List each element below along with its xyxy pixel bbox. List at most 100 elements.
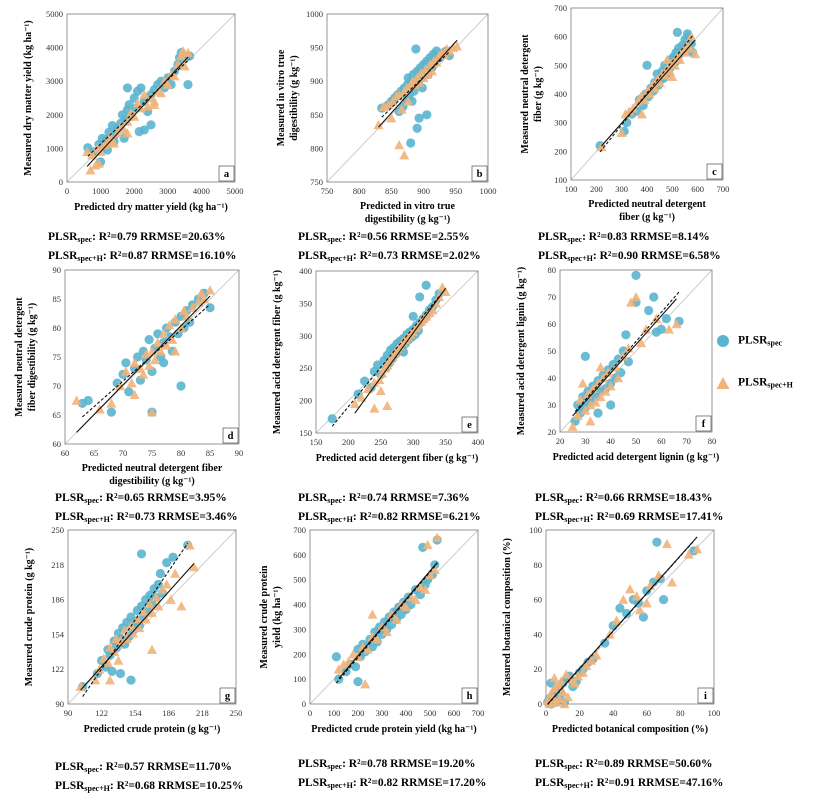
data-point-spec — [652, 537, 662, 547]
data-point-spec-h — [394, 89, 405, 99]
x-tick-label: 75 — [148, 448, 157, 458]
data-point-spec-h — [382, 400, 393, 411]
data-point-spec-h — [631, 292, 641, 302]
stats-block-b: PLSRspec: R²=0.56 RRMSE=2.55% PLSRspec+H… — [298, 229, 481, 267]
y-axis-title: Measured acid detergent lignin (g kg⁻¹) — [516, 267, 527, 435]
data-point-spec-h — [360, 679, 371, 689]
x-axis-title-line2: digestibility (g kg⁻¹) — [109, 476, 195, 487]
panel-label-box — [697, 687, 714, 704]
data-point-spec-h — [572, 410, 583, 421]
regression-line-spec-h — [354, 288, 447, 414]
panel-label-box — [218, 165, 235, 182]
regression-line-spec — [331, 296, 440, 427]
panel-h — [309, 529, 479, 705]
data-point-spec — [411, 44, 421, 54]
x-tick-label: 700 — [472, 708, 485, 718]
data-point-spec-h — [394, 140, 405, 150]
regression-line-spec — [574, 291, 680, 412]
data-point-spec — [331, 652, 341, 662]
stats-block-h: PLSRspec: R²=0.78 RRMSE=19.20% PLSRspec+… — [298, 756, 486, 794]
data-point-spec-h — [569, 678, 580, 688]
regression-line-spec — [82, 543, 189, 697]
data-point-spec-h — [170, 346, 181, 356]
data-point-spec-h — [669, 60, 680, 70]
data-point-spec-h — [182, 47, 193, 57]
y-tick-label: 80 — [548, 265, 557, 275]
x-tick-label: 750 — [321, 186, 334, 196]
regression-line-spec-h — [80, 563, 195, 691]
x-tick-label: 40 — [606, 436, 615, 446]
data-point-spec-h — [628, 103, 639, 113]
data-point-spec-h — [138, 369, 149, 379]
data-point-spec-h — [147, 644, 157, 654]
data-point-spec — [659, 595, 669, 605]
y-tick-label: 218 — [51, 560, 64, 570]
data-point-spec-h — [122, 116, 133, 126]
x-axis-title: Predicted crude protein yield (kg ha⁻¹) — [311, 724, 476, 735]
y-tick-label: 80 — [53, 323, 62, 333]
data-point-spec — [406, 138, 416, 148]
plot-area-frame — [64, 269, 240, 445]
data-point-spec — [621, 330, 631, 340]
x-tick-label: 20 — [575, 708, 584, 718]
stats-line-spec-e: PLSRspec: R²=0.74 RRMSE=7.36% — [298, 492, 470, 505]
plot-area-frame — [315, 270, 479, 434]
y-tick-label: 750 — [310, 177, 323, 187]
x-tick-label: 60 — [61, 448, 70, 458]
data-point-spec — [353, 677, 363, 687]
regression-line-spec — [335, 563, 438, 684]
data-point-spec-h — [556, 676, 567, 686]
y-axis-title: Measured dry matter yield (kg ha⁻¹) — [23, 20, 34, 175]
x-axis-title: Predicted neutral detergent — [588, 199, 706, 210]
data-point-spec-h — [391, 614, 402, 624]
x-tick-label: 700 — [717, 184, 730, 194]
data-point-spec-h — [427, 304, 438, 315]
y-tick-label: 300 — [293, 624, 306, 634]
plot-area-frame — [326, 13, 489, 183]
y-tick-label: 950 — [310, 43, 323, 53]
stats-line-spec-c: PLSRspec: R²=0.83 RRMSE=8.14% — [538, 231, 710, 244]
y-tick-label: 85 — [53, 294, 62, 304]
data-point-spec — [162, 558, 172, 568]
x-tick-label: 40 — [609, 708, 618, 718]
x-axis-title: Predicted botanical composition (%) — [552, 724, 708, 735]
panel-letter: e — [467, 420, 472, 431]
data-point-spec-h — [199, 294, 210, 304]
data-point-spec — [622, 608, 632, 619]
panel-letter: c — [712, 167, 717, 178]
data-point-spec-h — [144, 360, 155, 370]
data-point-spec-h — [167, 334, 178, 344]
x-tick-label: 100 — [708, 708, 721, 718]
data-point-spec-h — [115, 381, 126, 391]
data-point-spec-h — [399, 150, 410, 160]
data-point-spec-h — [605, 381, 616, 391]
x-tick-label: 1000 — [92, 186, 109, 196]
data-point-spec — [155, 568, 165, 579]
y-tick-label: 1000 — [46, 143, 63, 153]
data-point-spec-h — [644, 89, 655, 99]
one-to-one-line — [67, 529, 237, 705]
data-point-spec — [649, 292, 659, 302]
y-axis-title-line2: yield (kg ha⁻¹) — [272, 586, 283, 648]
data-point-spec-h — [153, 601, 164, 611]
data-point-spec — [136, 83, 146, 93]
x-tick-label: 150 — [310, 437, 323, 447]
y-axis-title: Measured botanical composition (%) — [502, 538, 513, 696]
data-point-spec-h — [333, 664, 344, 674]
data-point-spec-h — [102, 657, 113, 667]
y-tick-label: 20 — [548, 427, 557, 437]
data-point-spec-h — [144, 598, 155, 609]
y-tick-label: 70 — [548, 292, 557, 302]
data-point-spec-h — [138, 606, 149, 616]
data-point-spec-h — [686, 31, 697, 41]
data-point-spec-h — [155, 346, 166, 356]
data-point-spec-h — [372, 634, 383, 644]
stats-line-spec-h-d: PLSRspec+H: R²=0.73 RRMSE=3.46% — [55, 511, 238, 524]
y-tick-label: 1000 — [306, 9, 323, 19]
data-point-spec-h — [683, 549, 694, 559]
data-point-spec-h — [129, 389, 140, 399]
data-point-spec-h — [386, 609, 397, 619]
regression-line-spec-h — [338, 562, 438, 679]
stats-line-spec-h-f: PLSRspec+H: R²=0.69 RRMSE=17.41% — [535, 511, 724, 524]
data-point-spec-h — [158, 328, 169, 339]
